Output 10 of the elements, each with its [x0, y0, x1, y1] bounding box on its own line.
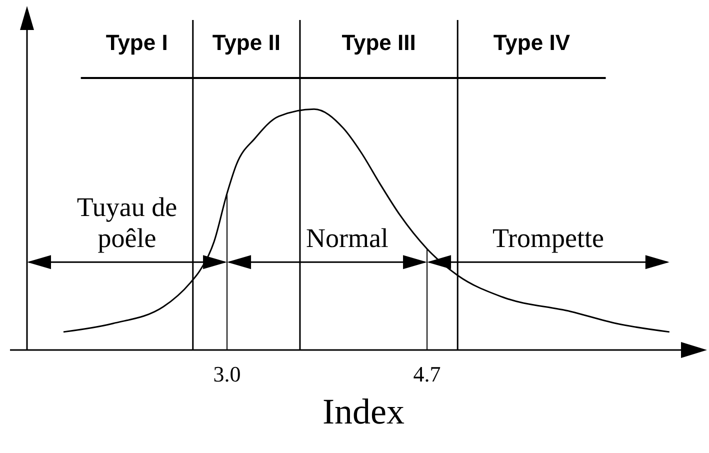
text: Type I	[106, 30, 168, 55]
text: Type III	[342, 30, 416, 55]
x-tick-label: 4.7	[413, 362, 441, 387]
annotation: Tuyau de poêle	[76, 192, 178, 254]
annotation: Normal	[306, 223, 390, 254]
x-axis-title: Index	[322, 392, 404, 432]
text: Type IV	[493, 30, 570, 55]
text: Type II	[212, 30, 280, 55]
annotation: Trompette	[491, 223, 605, 254]
x-tick-label: 3.0	[213, 362, 241, 387]
